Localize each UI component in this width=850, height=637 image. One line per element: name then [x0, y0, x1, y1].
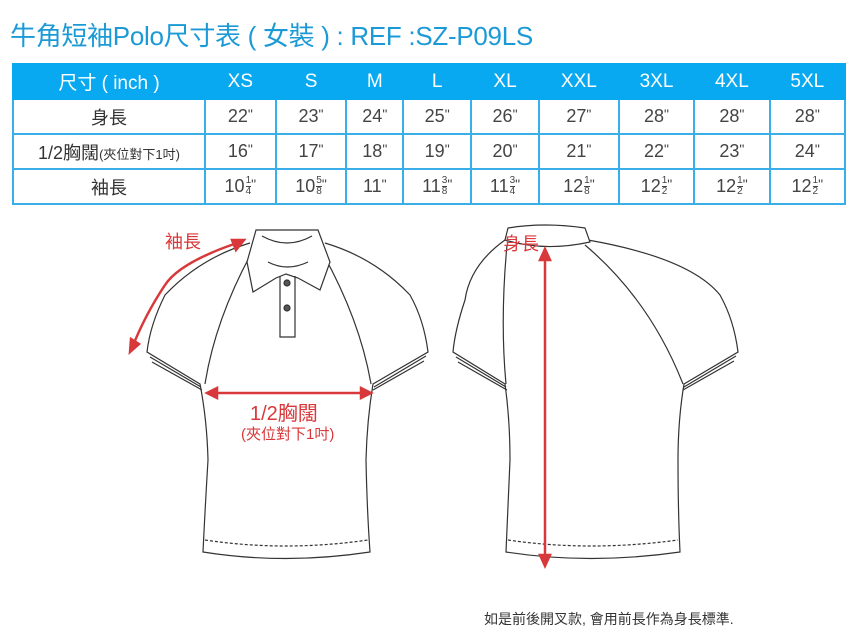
size-value: 11": [345, 168, 405, 205]
row-label-text: 1/2胸闊: [38, 142, 100, 163]
size-value: 23": [274, 98, 348, 135]
page-title: 牛角短袖Polo尺寸表 ( 女裝 ) : REF :SZ-P09LS: [10, 21, 533, 51]
table-row: 袖長 10 1 4 " 10 5 8 " 11" 11 3 8 " 11 3 4 " 12 1 8 " 12 1 2 " 12 1 2 "…: [12, 168, 847, 205]
size-value: 22": [617, 133, 696, 170]
size-value: 10 5 8 ": [274, 168, 348, 205]
row-label: 身長: [12, 98, 206, 135]
size-value: 22": [204, 98, 277, 135]
row-label-note: (夾位對下1吋): [99, 146, 180, 162]
size-header: L: [402, 63, 473, 100]
table-row: 身長 22" 23" 24" 25" 26" 27" 28" 28" 28": [12, 98, 847, 135]
size-value: 24": [345, 98, 405, 135]
size-value: 25": [402, 98, 473, 135]
size-value: 12 1 2 ": [768, 168, 847, 205]
row-label: 1/2胸闊(夾位對下1吋): [12, 133, 206, 170]
size-value: 12 1 2 ": [617, 168, 696, 205]
size-header: S: [274, 63, 348, 100]
size-value: 26": [470, 98, 540, 135]
row-label-text: 身長: [91, 107, 127, 128]
size-value: 24": [768, 133, 847, 170]
size-header: 5XL: [768, 63, 847, 100]
back-shirt: [452, 224, 739, 560]
size-value: 27": [537, 98, 620, 135]
size-value: 28": [693, 98, 771, 135]
sleeve-length-label: 袖長: [165, 232, 201, 252]
header-label: 尺寸 ( inch ): [12, 63, 206, 100]
size-value: 11 3 4 ": [470, 168, 540, 205]
size-value: 16": [204, 133, 277, 170]
size-value: 19": [402, 133, 473, 170]
size-header: XL: [470, 63, 540, 100]
size-value: 17": [274, 133, 348, 170]
size-header: XS: [204, 63, 277, 100]
size-value: 21": [537, 133, 620, 170]
size-value: 28": [768, 98, 847, 135]
size-header: XXL: [537, 63, 620, 100]
sleeve-arrow: [130, 240, 241, 349]
size-value: 28": [617, 98, 696, 135]
row-label: 袖長: [12, 168, 206, 205]
table-row: 1/2胸闊(夾位對下1吋) 16" 17" 18" 19" 20" 21" 22" 23" 24": [12, 133, 847, 170]
chest-width-label: 1/2胸闊: [250, 403, 318, 425]
measure-arrows: [128, 238, 552, 570]
size-header: 4XL: [693, 63, 771, 100]
size-value: 12 1 8 ": [537, 168, 620, 205]
chest-width-note: (夾位對下1吋): [241, 426, 335, 443]
size-value: 20": [470, 133, 540, 170]
size-value: 23": [693, 133, 771, 170]
row-label-text: 袖長: [91, 177, 127, 198]
body-length-label: 身長: [503, 234, 539, 254]
size-header: M: [345, 63, 405, 100]
size-value: 12 1 2 ": [693, 168, 771, 205]
size-header: 3XL: [617, 63, 696, 100]
size-value: 10 1 4 ": [204, 168, 277, 205]
size-table: 尺寸 ( inch ) XS S M L XL XXL 3XL 4XL 5XL 身長 22" 23"…: [12, 63, 847, 205]
size-value: 18": [345, 133, 405, 170]
front-shirt: [146, 229, 429, 560]
size-header-row: 尺寸 ( inch ) XS S M L XL XXL 3XL 4XL 5XL: [12, 63, 847, 100]
footnote: 如是前後開叉款, 會用前長作為身長標準.: [484, 611, 734, 627]
size-value: 11 3 8 ": [402, 168, 473, 205]
